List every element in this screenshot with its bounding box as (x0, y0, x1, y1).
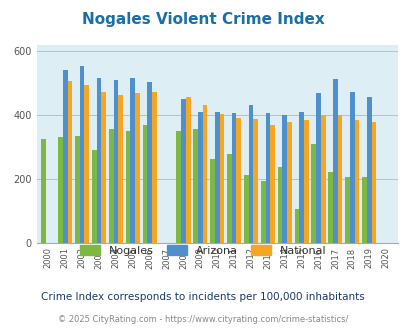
Bar (63, 70, 68, 243)
Bar (92, 150, 96, 243)
Legend: Nogales, Arizona, National: Nogales, Arizona, National (75, 241, 330, 260)
Bar (126, 131, 130, 243)
Bar (210, 159, 214, 243)
Bar (193, 129, 198, 243)
Bar (147, 82, 151, 243)
Bar (337, 115, 342, 243)
Bar (109, 129, 113, 243)
Bar (58, 137, 63, 243)
Bar (202, 105, 207, 243)
Bar (231, 113, 236, 243)
Bar (282, 115, 286, 243)
Bar (311, 144, 315, 243)
Bar (315, 93, 320, 243)
Bar (294, 209, 298, 243)
Bar (320, 115, 325, 243)
Bar (79, 66, 84, 243)
Bar (68, 81, 72, 243)
Bar (371, 121, 375, 243)
Bar (214, 112, 219, 243)
Bar (270, 125, 274, 243)
Bar (151, 92, 156, 243)
Bar (236, 118, 241, 243)
Bar (226, 154, 231, 243)
Bar (181, 99, 185, 243)
Bar (349, 92, 354, 243)
Bar (332, 79, 337, 243)
Bar (328, 172, 332, 243)
Bar (344, 177, 349, 243)
Bar (41, 139, 46, 243)
Bar (354, 120, 358, 243)
Bar (243, 175, 248, 243)
Bar (248, 105, 253, 243)
Bar (361, 177, 366, 243)
Text: © 2025 CityRating.com - https://www.cityrating.com/crime-statistics/: © 2025 CityRating.com - https://www.city… (58, 315, 347, 324)
Bar (185, 97, 190, 243)
Bar (265, 113, 270, 243)
Bar (75, 136, 79, 243)
Bar (101, 92, 106, 243)
Bar (253, 119, 258, 243)
Text: Nogales Violent Crime Index: Nogales Violent Crime Index (81, 12, 324, 26)
Bar (277, 167, 282, 243)
Bar (366, 97, 371, 243)
Bar (130, 78, 135, 243)
Bar (113, 80, 118, 243)
Bar (135, 93, 140, 243)
Bar (298, 112, 303, 243)
Bar (303, 120, 308, 243)
Bar (219, 114, 224, 243)
Bar (198, 112, 202, 243)
Bar (84, 85, 89, 243)
Bar (286, 122, 291, 243)
Text: Crime Index corresponds to incidents per 100,000 inhabitants: Crime Index corresponds to incidents per… (41, 292, 364, 302)
Bar (96, 78, 101, 243)
Bar (260, 181, 265, 243)
Bar (118, 95, 123, 243)
Bar (142, 125, 147, 243)
Bar (176, 131, 181, 243)
